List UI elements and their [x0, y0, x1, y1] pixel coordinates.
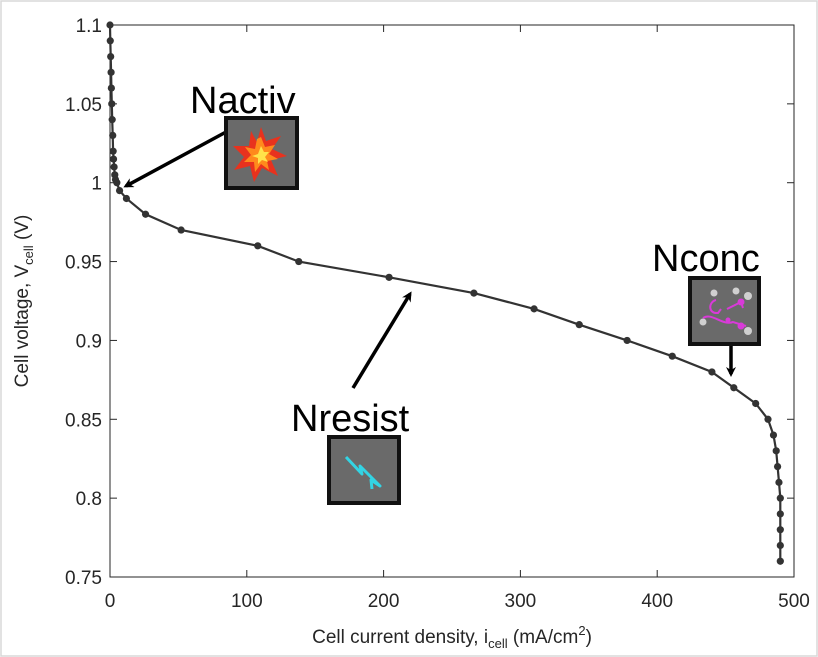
y-tick-label: 1.1 — [76, 16, 102, 37]
data-point — [254, 242, 262, 250]
nactiv-arrow — [123, 130, 227, 188]
data-point — [385, 273, 393, 281]
data-point — [122, 194, 131, 203]
nresist-arrow — [351, 291, 412, 389]
data-point — [107, 84, 115, 92]
data-point — [776, 557, 784, 565]
data-point — [107, 68, 115, 76]
data-point — [775, 478, 783, 486]
x-axis-label: Cell current density, icell (mA/cm2) — [312, 623, 592, 651]
annotation-nresist: Nresist — [291, 398, 410, 440]
data-point — [109, 131, 117, 139]
series-markers — [106, 21, 784, 565]
annotation-nactiv: Nactiv — [190, 80, 296, 122]
x-tick-label: 100 — [231, 591, 263, 612]
data-point — [623, 336, 631, 345]
data-point — [108, 100, 116, 108]
axis-ticks: 0 100 200 300 400 500 0.75 0.8 0.85 0.9 0.95 1 1.05 1… — [65, 16, 810, 612]
y-tick-label: 0.8 — [76, 489, 102, 510]
data-point — [530, 305, 538, 313]
data-point — [470, 289, 478, 297]
data-point — [115, 187, 124, 195]
data-point — [113, 179, 121, 187]
data-point — [776, 494, 784, 502]
data-point — [776, 541, 784, 550]
data-point — [177, 226, 185, 234]
data-point — [769, 431, 778, 439]
gas-diffusion-icon — [688, 276, 761, 346]
data-point — [772, 447, 780, 455]
data-point — [575, 321, 583, 329]
explosion-icon — [224, 116, 299, 190]
x-tick-label: 500 — [778, 591, 810, 612]
data-point — [764, 415, 772, 423]
y-tick-label: 0.85 — [65, 410, 102, 431]
y-axis-label: Cell voltage, Vcell (V) — [12, 215, 36, 388]
y-tick-label: 1 — [91, 174, 102, 195]
data-point — [668, 352, 676, 360]
data-point — [773, 463, 782, 471]
x-tick-label: 400 — [641, 591, 673, 612]
data-point — [109, 155, 118, 163]
data-point — [752, 399, 760, 408]
data-point — [776, 510, 784, 518]
data-point — [776, 526, 784, 534]
data-point — [141, 210, 150, 218]
plot-area — [109, 24, 795, 578]
data-point — [107, 52, 115, 61]
data-point — [730, 384, 738, 392]
y-tick-label: 0.75 — [65, 568, 102, 589]
data-point — [106, 21, 114, 29]
data-point — [295, 257, 303, 266]
data-point — [708, 368, 716, 376]
annotation-nconc: Nconc — [652, 238, 760, 280]
x-tick-label: 300 — [505, 591, 537, 612]
x-tick-label: 0 — [105, 591, 116, 612]
data-point — [108, 116, 116, 124]
y-tick-label: 0.9 — [76, 331, 102, 352]
lightning-icon — [327, 435, 401, 505]
data-point — [110, 163, 118, 171]
data-point — [109, 147, 117, 155]
x-tick-label: 200 — [368, 591, 400, 612]
data-point — [106, 37, 114, 45]
y-tick-label: 1.05 — [65, 95, 102, 116]
y-tick-label: 0.95 — [65, 253, 102, 274]
